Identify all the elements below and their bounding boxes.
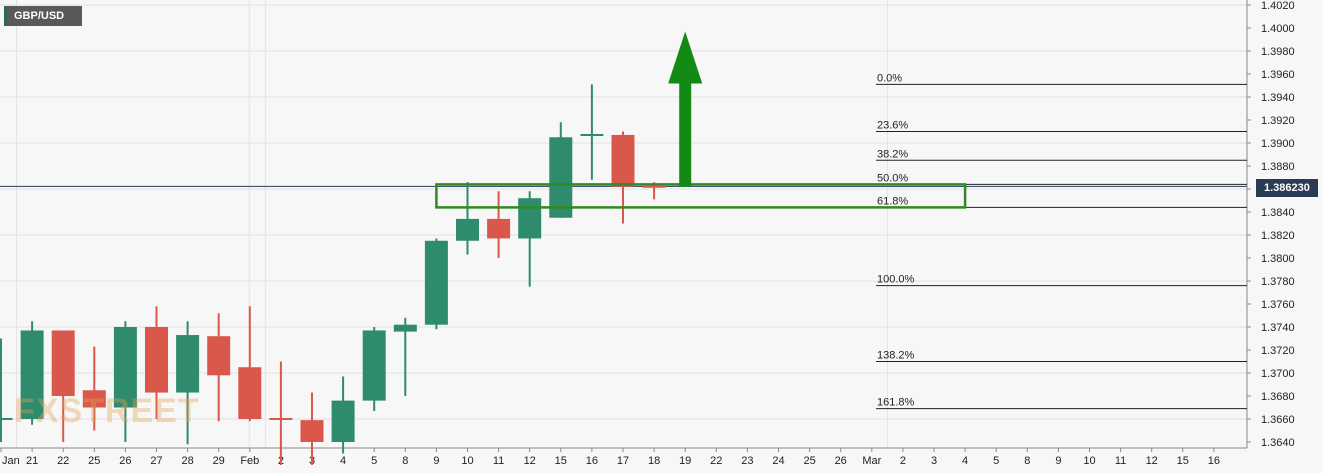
x-tick-label: 12 [524, 455, 536, 467]
arrow-shaft [679, 81, 692, 187]
candle-body [20, 330, 44, 419]
y-tick-label: 1.3880 [1261, 161, 1295, 173]
x-tick-label: 10 [1083, 455, 1095, 467]
x-tick-label: 12 [1146, 455, 1158, 467]
x-tick-label: 8 [402, 455, 408, 467]
y-tick-label: 1.3900 [1261, 138, 1295, 150]
y-tick-label: 1.3720 [1261, 345, 1295, 357]
y-tick-label: 1.3920 [1261, 115, 1295, 127]
x-tick-label: 5 [371, 455, 377, 467]
candle-body [611, 134, 635, 187]
fib-level-label: 138.2% [877, 350, 915, 362]
x-tick-label: 25 [803, 455, 815, 467]
y-tick-label: 1.3980 [1261, 46, 1295, 58]
fib-level-label: 23.6% [877, 120, 908, 132]
fib-level-label: 61.8% [877, 195, 908, 207]
x-tick-label: 15 [555, 455, 567, 467]
candle-body [238, 367, 262, 419]
candle-body [549, 137, 573, 218]
fib-level-label: 50.0% [877, 172, 908, 184]
x-tick-label: 22 [57, 455, 69, 467]
y-tick-label: 1.3760 [1261, 299, 1295, 311]
x-tick-label: 2 [900, 455, 906, 467]
support-zone-box [435, 183, 967, 209]
x-tick-label: 28 [181, 455, 193, 467]
y-tick-label: 1.3800 [1261, 253, 1295, 265]
fibonacci-levels: 0.0% 23.6% 38.2% 50.0% 61.8% 100.0% 138.2% 161.… [876, 72, 1247, 410]
x-tick-label: 17 [617, 455, 629, 467]
x-tick-label: 26 [835, 455, 847, 467]
y-tick-label: 1.3940 [1261, 92, 1295, 104]
y-tick-label: 1.3840 [1261, 207, 1295, 219]
candle-body [176, 335, 200, 393]
candle-body [518, 198, 542, 239]
candle-body [207, 336, 231, 376]
candle-body [113, 327, 137, 408]
candle-body [362, 330, 386, 401]
x-tick-label: 4 [962, 455, 968, 467]
candlesticks [0, 84, 666, 465]
x-tick-label: 15 [1177, 455, 1189, 467]
fib-level-label: 0.0% [877, 72, 902, 84]
x-tick-label: 10 [461, 455, 473, 467]
x-tick-label: 19 [679, 455, 691, 467]
y-tick-label: 1.3820 [1261, 230, 1295, 242]
x-tick-label: 3 [931, 455, 937, 467]
x-tick-label: Jan [2, 455, 20, 467]
x-tick-label: 26 [119, 455, 131, 467]
y-tick-label: 1.3660 [1261, 414, 1295, 426]
x-tick-label: 18 [648, 455, 660, 467]
ticker-label[interactable]: GBP/USD [4, 6, 83, 26]
candle-body [456, 218, 479, 241]
arrow-head [668, 31, 703, 84]
x-tick-label: 11 [493, 455, 504, 467]
up-arrow-icon [668, 31, 703, 187]
candle-body [424, 240, 448, 325]
candle-body [82, 390, 106, 408]
y-tick-label: 1.3640 [1261, 437, 1295, 449]
x-tick-label: 24 [772, 455, 784, 467]
x-tick-label: 23 [741, 455, 753, 467]
x-tick-label: 9 [1055, 455, 1061, 467]
x-tick-label: 16 [1208, 455, 1220, 467]
x-tick-label: 21 [26, 455, 38, 467]
fib-level-label: 161.8% [877, 397, 915, 409]
y-tick-label: 1.3780 [1261, 276, 1295, 288]
support-zone [435, 183, 967, 209]
candle-body [51, 330, 75, 396]
x-tick-label: 22 [710, 455, 722, 467]
x-tick-label: 4 [340, 455, 346, 467]
watermark: FXSTREET [14, 392, 200, 430]
y-tick-label: 1.3680 [1261, 391, 1295, 403]
x-tick-label: 29 [213, 455, 225, 467]
fib-level-label: 38.2% [877, 148, 908, 160]
x-tick-label: 5 [993, 455, 999, 467]
x-tick-label: 9 [433, 455, 439, 467]
candle-body [487, 218, 511, 239]
current-price-badge: 1.386230 [1256, 179, 1318, 197]
x-tick-label: 8 [1024, 455, 1030, 467]
candle-body [393, 324, 417, 332]
x-tick-label: 27 [150, 455, 162, 467]
y-tick-label: 1.4000 [1261, 23, 1295, 35]
x-tick-label: 11 [1115, 455, 1126, 467]
candle-body [300, 420, 324, 442]
candle-body [331, 400, 355, 442]
y-tick-label: 1.3740 [1261, 322, 1295, 334]
candle-body [145, 327, 168, 393]
x-tick-label: 25 [88, 455, 100, 467]
y-tick-label: 1.3700 [1261, 368, 1295, 380]
fib-level-label: 100.0% [877, 274, 915, 286]
x-tick-label: Mar [862, 455, 881, 467]
y-tick-label: 1.3960 [1261, 69, 1295, 81]
x-tick-label: Feb [240, 455, 259, 467]
y-tick-label: 1.4020 [1261, 0, 1295, 12]
x-tick-label: 16 [586, 455, 598, 467]
